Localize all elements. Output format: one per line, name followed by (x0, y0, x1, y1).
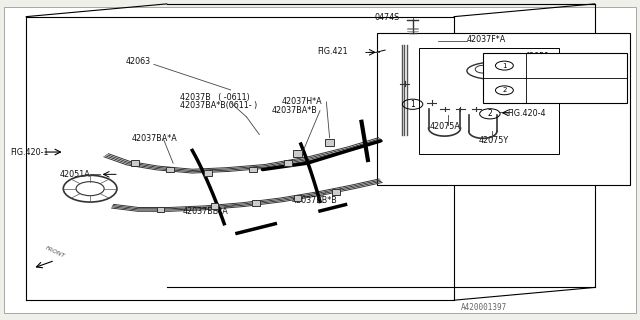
FancyBboxPatch shape (419, 49, 559, 154)
Text: 1: 1 (502, 63, 507, 68)
Text: 42037C*D: 42037C*D (532, 62, 570, 71)
FancyBboxPatch shape (204, 170, 212, 176)
Text: 42075Y: 42075Y (478, 136, 509, 145)
Text: FIG.421: FIG.421 (317, 47, 348, 56)
FancyBboxPatch shape (294, 196, 301, 201)
FancyBboxPatch shape (332, 189, 340, 195)
Text: 42037B   ( -0611): 42037B ( -0611) (179, 93, 249, 102)
Text: 42051: 42051 (524, 52, 550, 61)
Text: 2: 2 (502, 87, 507, 93)
FancyBboxPatch shape (324, 139, 334, 146)
Text: 2: 2 (488, 109, 492, 118)
FancyBboxPatch shape (249, 167, 257, 172)
Text: FIG.420-4: FIG.420-4 (507, 109, 546, 118)
Text: 42037BB*B: 42037BB*B (291, 196, 337, 205)
FancyBboxPatch shape (378, 33, 630, 186)
Text: 1: 1 (410, 100, 415, 109)
FancyBboxPatch shape (157, 206, 164, 212)
Text: 42063: 42063 (125, 57, 150, 66)
Text: W170069: W170069 (532, 86, 564, 95)
Text: FIG.420-1: FIG.420-1 (10, 148, 49, 157)
FancyBboxPatch shape (284, 160, 292, 166)
Text: 42037BB*A: 42037BB*A (182, 207, 228, 216)
FancyBboxPatch shape (483, 53, 627, 103)
FancyBboxPatch shape (166, 167, 173, 172)
Text: 42075A: 42075A (430, 122, 461, 131)
FancyBboxPatch shape (4, 7, 636, 313)
FancyBboxPatch shape (131, 160, 139, 166)
FancyBboxPatch shape (211, 203, 218, 209)
Text: 42037F*A: 42037F*A (467, 35, 506, 44)
Text: 42037BA*B(0611- ): 42037BA*B(0611- ) (179, 101, 257, 110)
Text: 42037BA*A: 42037BA*A (132, 134, 177, 143)
Text: 42051A: 42051A (60, 170, 90, 179)
Text: FRONT: FRONT (44, 245, 66, 259)
Text: 42037H*A: 42037H*A (282, 97, 323, 106)
Text: 42037BA*B: 42037BA*B (272, 106, 318, 115)
Text: 0474S: 0474S (374, 13, 399, 22)
FancyBboxPatch shape (293, 150, 303, 157)
Text: A420001397: A420001397 (461, 303, 507, 312)
FancyBboxPatch shape (252, 200, 260, 206)
